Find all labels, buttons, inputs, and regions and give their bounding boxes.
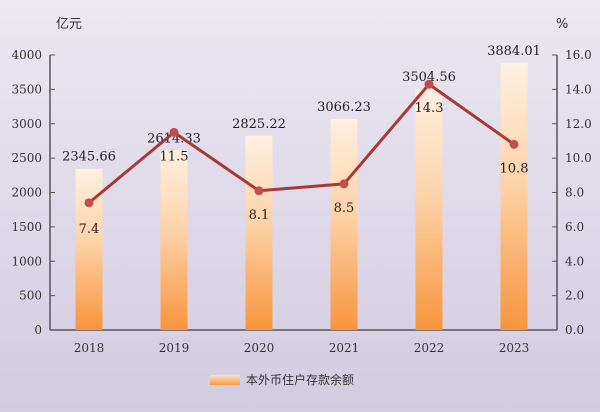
x-tick-label: 2021 [329, 341, 360, 355]
line-value-label: 14.3 [415, 101, 444, 116]
right-tick-label: 4.0 [565, 254, 584, 268]
legend: 本外币住户存款余额 [210, 371, 354, 388]
line-value-label: 11.5 [160, 149, 189, 164]
left-tick-label: 1000 [11, 254, 42, 268]
x-tick-label: 2020 [244, 341, 275, 355]
left-tick-label: 0 [34, 323, 42, 337]
bar [500, 62, 528, 331]
right-tick-label: 6.0 [565, 220, 584, 234]
left-tick-label: 2000 [11, 186, 42, 200]
left-tick-label: 4000 [11, 48, 42, 62]
line-value-label: 7.4 [79, 222, 100, 237]
legend-label: 本外币住户存款余额 [246, 373, 355, 387]
bar-value-label: 3884.01 [487, 44, 541, 59]
line-point [339, 179, 349, 189]
line-point [509, 139, 519, 149]
x-tick-label: 2018 [74, 341, 105, 355]
x-tick-label: 2023 [499, 341, 530, 355]
bar [245, 135, 273, 330]
left-tick-label: 3500 [11, 82, 42, 96]
left-tick-label: 3000 [11, 117, 42, 131]
right-tick-label: 8.0 [565, 186, 584, 200]
line-point [254, 186, 264, 196]
line-point [84, 198, 94, 208]
bar-value-label: 3504.56 [402, 70, 456, 85]
growth-line [88, 82, 515, 204]
right-tick-label: 14.0 [565, 82, 592, 96]
left-tick-label: 1500 [11, 220, 42, 234]
bar [330, 119, 358, 330]
right-tick-label: 12.0 [565, 117, 592, 131]
bar [415, 89, 443, 331]
right-tick-label: 0.0 [565, 323, 584, 337]
line-value-label: 8.5 [334, 201, 355, 216]
right-axis-unit: % [556, 17, 568, 32]
bar-value-label: 2345.66 [62, 150, 116, 165]
right-tick-label: 10.0 [565, 151, 592, 165]
line-point [424, 79, 434, 89]
left-axis-unit: 亿元 [56, 17, 82, 32]
line-value-label: 8.1 [249, 208, 270, 223]
bar [160, 150, 188, 330]
bar-value-label: 2825.22 [232, 117, 286, 132]
bar [75, 168, 103, 330]
bar-value-label: 3066.23 [317, 100, 371, 115]
x-tick-label: 2019 [159, 341, 190, 355]
left-tick-label: 2500 [11, 151, 42, 165]
left-tick-label: 500 [19, 289, 42, 303]
line-value-label: 10.8 [500, 161, 529, 176]
right-tick-label: 2.0 [565, 289, 584, 303]
right-tick-label: 16.0 [565, 48, 592, 62]
x-tick-label: 2022 [414, 341, 445, 355]
legend-swatch [210, 374, 240, 385]
line-point [169, 127, 179, 137]
